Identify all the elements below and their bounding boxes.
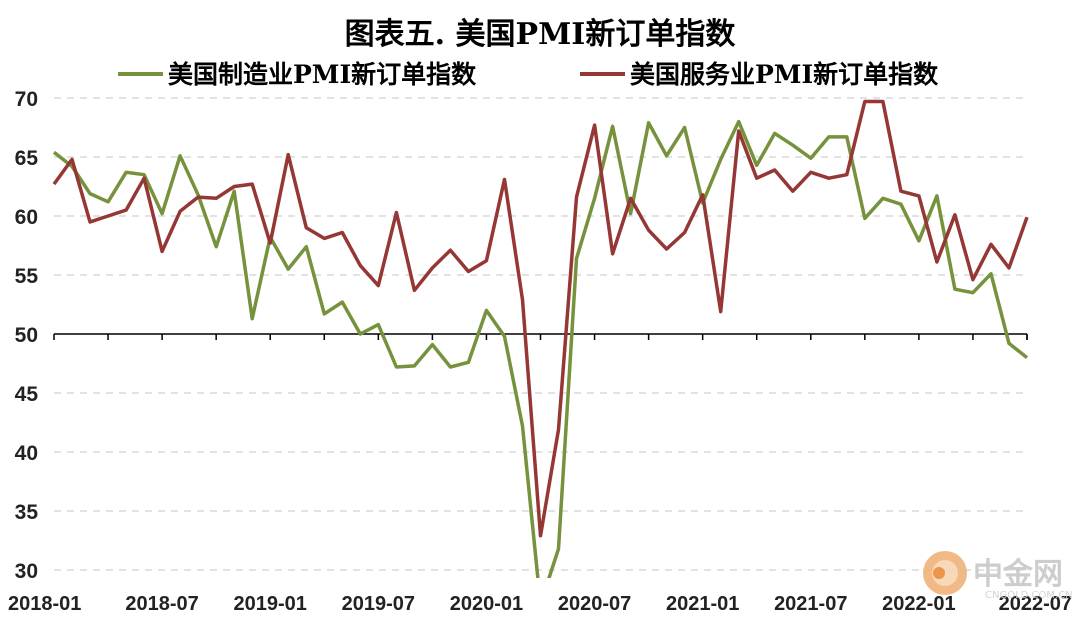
series-line-services — [52, 99, 1029, 538]
watermark-brand: 中金网 — [973, 557, 1063, 592]
x-tick-label: 2020-07 — [558, 593, 631, 615]
y-tick-label: 35 — [15, 501, 39, 524]
x-tick-label: 2022-01 — [882, 593, 955, 615]
x-tick-label: 2021-01 — [666, 593, 739, 615]
cngold-logo-icon — [923, 551, 967, 595]
series-layer — [52, 99, 1029, 578]
y-axis: 30 35 40 45 50 55 60 65 70 — [15, 88, 39, 583]
x-tick-label: 2018-01 — [8, 593, 81, 615]
watermark: 中金网 CNGOLD.COM.CN — [923, 551, 1073, 601]
y-tick-label: 45 — [15, 383, 39, 406]
y-tick-label: 40 — [15, 442, 38, 465]
x-tick-label: 2021-07 — [774, 593, 847, 615]
chart-title: 图表五. 美国PMI新订单指数 — [345, 17, 737, 52]
legend-label-services: 美国服务业PMI新订单指数 — [630, 60, 939, 89]
x-tick-label: 2020-01 — [450, 593, 523, 615]
legend: 美国制造业PMI新订单指数 美国服务业PMI新订单指数 — [118, 60, 939, 89]
y-tick-label: 50 — [15, 324, 38, 347]
x-tick-label: 2019-07 — [342, 593, 415, 615]
y-tick-label: 30 — [15, 560, 38, 583]
watermark-domain: CNGOLD.COM.CN — [985, 590, 1073, 601]
x-tick-label: 2018-07 — [125, 593, 198, 615]
x-axis: 2018-01 2018-07 2019-01 2019-07 2020-01 2020-… — [8, 333, 1072, 615]
legend-label-manufacturing: 美国制造业PMI新订单指数 — [168, 60, 477, 89]
series-line-manufacturing — [52, 119, 1029, 578]
y-tick-label: 70 — [15, 88, 38, 111]
x-tick-label: 2019-01 — [234, 593, 307, 615]
y-tick-label: 65 — [15, 147, 39, 170]
gridlines — [54, 97, 1027, 571]
x-tick-label: 2022-07 — [999, 593, 1072, 615]
y-tick-label: 55 — [15, 265, 39, 288]
y-tick-label: 60 — [15, 206, 38, 229]
